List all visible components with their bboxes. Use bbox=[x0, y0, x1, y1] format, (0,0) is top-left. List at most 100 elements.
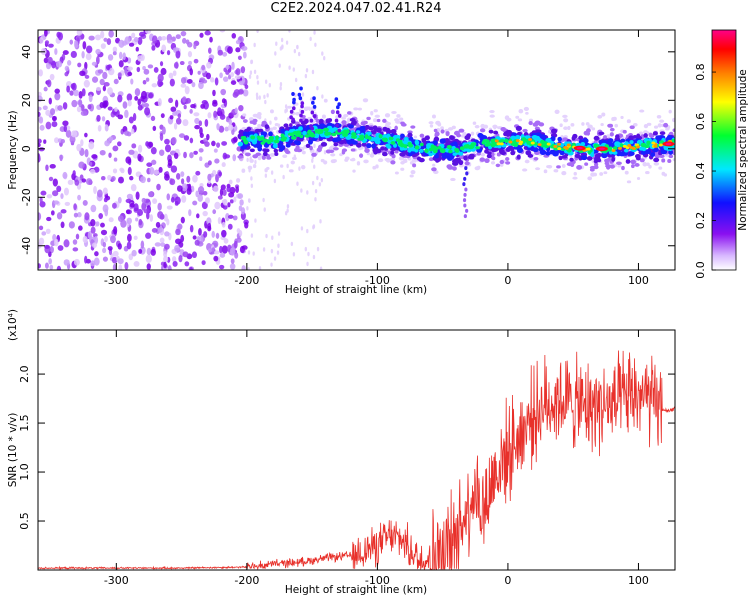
spectrogram-noise-mark bbox=[137, 153, 142, 162]
spectrogram-ridge-mark bbox=[280, 145, 285, 150]
spectrogram-noise-mark bbox=[227, 202, 231, 208]
spectrogram-ridge-mark bbox=[428, 157, 434, 162]
spectrogram-ridge-mark bbox=[407, 130, 413, 134]
spectrogram-ridge-mark bbox=[592, 149, 599, 154]
spectrogram-ridge-mark bbox=[330, 159, 336, 164]
spectrogram-ridge-mark bbox=[508, 140, 513, 144]
spectrogram-noise-mark bbox=[76, 30, 83, 36]
spectrogram-ridge-mark bbox=[290, 136, 297, 140]
spectrogram-noise-mark bbox=[104, 140, 110, 147]
spectrogram-ridge-mark bbox=[627, 144, 632, 148]
spectrogram-ridge-mark bbox=[549, 149, 555, 155]
spectrogram-noise-mark bbox=[45, 62, 51, 70]
spectrogram-ridge-mark bbox=[467, 155, 475, 160]
spectrogram-ridge-mark bbox=[479, 128, 486, 133]
spectrogram-peak-mark bbox=[598, 147, 605, 150]
spectrogram-noise-mark bbox=[38, 237, 45, 246]
spectrogram-ridge-mark bbox=[366, 143, 372, 149]
spectrogram-noise-mark bbox=[232, 215, 238, 221]
spectrogram-noise-mark bbox=[173, 152, 179, 159]
spectrogram-noise-mark bbox=[107, 106, 113, 111]
spectrogram-noise-mark bbox=[229, 199, 234, 204]
spectrogram-ridge-mark bbox=[603, 171, 608, 175]
spectrogram-ridge-mark bbox=[629, 146, 634, 150]
spectrogram-noise-mark bbox=[241, 45, 248, 51]
spectrogram-ridge-mark bbox=[337, 113, 342, 118]
spectrogram-noise-mark bbox=[152, 198, 158, 204]
spectrogram-noise-mark bbox=[45, 109, 51, 116]
spectrogram-ridge-mark bbox=[274, 139, 279, 144]
spectrogram-noise-mark bbox=[70, 50, 77, 59]
spectrogram-noise-mark bbox=[145, 77, 150, 82]
spectrogram-ridge-mark bbox=[668, 149, 674, 155]
spectrogram-noise-mark bbox=[131, 249, 137, 257]
snr-y-tick-label: 2.0 bbox=[18, 365, 31, 383]
spectrogram-noise-mark bbox=[82, 235, 88, 244]
spectrogram-noise-mark bbox=[250, 233, 254, 238]
spectrogram-ridge-mark bbox=[363, 159, 369, 164]
spectrogram-ridge-mark bbox=[264, 148, 270, 153]
spectrogram-ridge-mark bbox=[309, 118, 314, 123]
spectrogram-noise-mark bbox=[200, 103, 206, 109]
spectrogram-noise-mark bbox=[54, 88, 60, 94]
spectrogram-ridge-mark bbox=[446, 144, 452, 150]
spectrogram-ridge-mark bbox=[566, 143, 571, 147]
spectrogram-noise-mark bbox=[85, 178, 93, 185]
spectrogram-noise-mark bbox=[311, 158, 314, 163]
spectrogram-noise-mark bbox=[182, 119, 189, 127]
spectrogram-ridge-mark bbox=[437, 146, 442, 150]
spectrogram-noise-mark bbox=[95, 86, 102, 91]
spectrogram-noise-mark bbox=[102, 85, 107, 92]
spectrogram-ridge-mark bbox=[593, 172, 598, 177]
spectrogram-noise-mark bbox=[160, 67, 167, 76]
spectrogram-noise-mark bbox=[170, 106, 177, 113]
spectrogram-noise-mark bbox=[222, 204, 228, 210]
spectrogram-noise-mark bbox=[284, 211, 288, 216]
spectrogram-ridge-mark bbox=[475, 146, 481, 150]
snr-series-line bbox=[38, 350, 675, 570]
spectrogram-noise-mark bbox=[306, 190, 309, 195]
spectrogram-ridge-mark bbox=[563, 126, 568, 130]
spectrogram-noise-mark bbox=[127, 166, 132, 176]
spectrogram-noise-mark bbox=[77, 62, 82, 68]
spectrogram-ridge-mark bbox=[294, 112, 301, 116]
spectrogram-noise-mark bbox=[168, 72, 174, 79]
spectrogram-noise-mark bbox=[277, 243, 280, 248]
spectrogram-noise-mark bbox=[233, 136, 238, 143]
spectrogram-ridge-mark bbox=[581, 122, 585, 126]
spectrogram-ridge-mark bbox=[599, 172, 604, 176]
spectrogram-ridge-mark bbox=[636, 139, 643, 145]
spectrogram-noise-mark bbox=[160, 113, 165, 119]
chart-title: C2E2.2024.047.02.41.R24 bbox=[270, 1, 442, 16]
spectrogram-noise-mark bbox=[196, 213, 200, 219]
spectrogram-noise-mark bbox=[201, 100, 208, 105]
spectrogram-ridge-mark bbox=[339, 153, 343, 157]
spectrogram-noise-mark bbox=[208, 47, 212, 54]
spectrogram-noise-mark bbox=[99, 78, 105, 86]
spectrogram-noise-mark bbox=[88, 35, 95, 41]
spectrogram-ridge-mark bbox=[630, 159, 637, 165]
spectrogram-peak-mark bbox=[665, 142, 672, 146]
spectrogram-ridge-mark bbox=[484, 143, 490, 147]
spectrogram-noise-mark bbox=[108, 136, 114, 142]
spectrogram-ridge-mark bbox=[373, 136, 379, 142]
spectrogram-ridge-mark bbox=[598, 131, 605, 136]
spectrogram-ridge-mark bbox=[310, 110, 315, 115]
spectrogram-noise-mark bbox=[117, 141, 122, 147]
spectrogram-noise-mark bbox=[270, 170, 274, 175]
spectrogram-noise-mark bbox=[41, 231, 47, 236]
spectrogram-noise-mark bbox=[316, 85, 319, 91]
spectrogram-ridge-mark bbox=[629, 125, 635, 130]
spectrogram-ridge-mark bbox=[274, 151, 279, 157]
spectrogram-noise-mark bbox=[110, 235, 116, 244]
spectrogram-ridge-mark bbox=[275, 135, 279, 140]
spectrogram-ridge-mark bbox=[584, 162, 589, 166]
spectrogram-ridge-mark bbox=[603, 135, 607, 140]
spectrogram-ridge-mark bbox=[414, 139, 419, 145]
spectrogram-noise-mark bbox=[100, 222, 105, 228]
spectrogram-ridge-mark bbox=[285, 150, 291, 155]
spectrogram-noise-mark bbox=[91, 76, 99, 83]
spectrogram-noise-mark bbox=[242, 89, 249, 97]
spectrogram-ridge-mark bbox=[628, 151, 635, 156]
spectrogram-ridge-mark bbox=[609, 127, 615, 132]
